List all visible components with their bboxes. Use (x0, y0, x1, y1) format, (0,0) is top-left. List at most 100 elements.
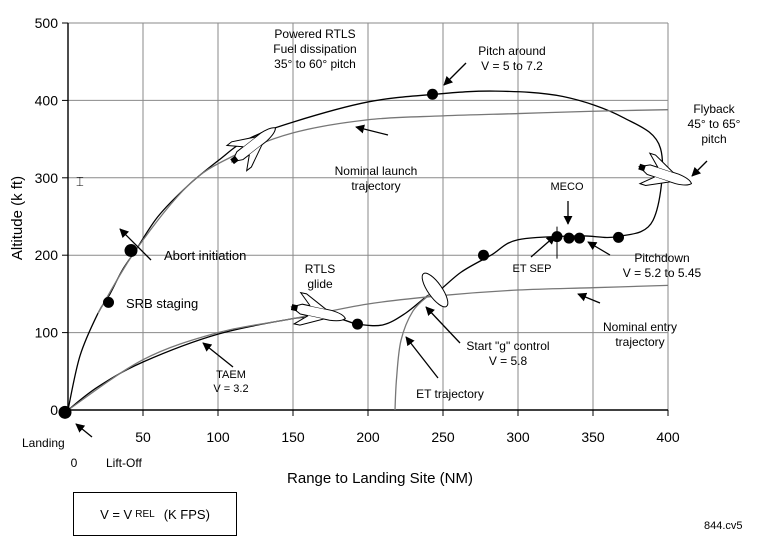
annotation: Start "g" control V = 5.8 (466, 339, 549, 368)
event-marker (478, 249, 489, 261)
shuttle-engine (638, 163, 646, 172)
annotation-line: pitch (701, 132, 726, 146)
legend-box: V = V REL (K FPS) (73, 492, 237, 536)
shuttle-icon-glide (290, 291, 346, 326)
shuttle-wing-top (299, 291, 327, 310)
event-marker (103, 296, 114, 308)
annotation-line: Lift-Off (106, 456, 142, 470)
x-tick-label: 100 (206, 429, 230, 445)
chart-axes (62, 22, 669, 416)
y-tick-label: 0 (50, 402, 58, 418)
arrow-taem (202, 342, 234, 368)
annotation: TAEM V = 3.2 (213, 369, 248, 395)
y-axis-label: Altitude (k ft) (9, 176, 26, 260)
annotation-line: V = 3.2 (213, 383, 248, 395)
annotation: 0 (71, 456, 78, 470)
arrow-nominal-launch (355, 124, 389, 136)
shuttle-icons (225, 127, 693, 326)
legend-v-eq: V = V (100, 506, 133, 522)
shuttle-body (290, 303, 346, 322)
event-marker (352, 318, 363, 330)
nominal-entry-line (67, 284, 669, 411)
cursor-glyph: ⌶ (76, 174, 84, 189)
y-tick-label: 400 (35, 92, 59, 108)
x-tick-label: 300 (506, 429, 530, 445)
shuttle-body (638, 164, 693, 186)
annotation-line: trajectory (351, 179, 400, 193)
annotation: Flyback 45° to 65° pitch (688, 102, 741, 146)
x-tick-label: 200 (356, 429, 380, 445)
tick-labels: 0 100 200 300 400 500 50 100 150 200 250 300 350 400 (35, 15, 680, 445)
annotation-line: Pitchdown (634, 251, 689, 265)
x-tick-label: 350 (581, 429, 605, 445)
callout-arrows (75, 62, 708, 438)
event-marker (124, 244, 138, 258)
annotation: SRB staging (126, 296, 198, 311)
event-marker (613, 231, 624, 243)
legend-units: (K FPS) (163, 506, 210, 522)
annotation-line: Flyback (693, 102, 735, 116)
annotation: Pitch around V = 5 to 7.2 (478, 44, 545, 73)
annotation-line: Pitch around (478, 44, 545, 58)
et-body (421, 272, 449, 308)
arrow-start-g (425, 306, 461, 344)
arrow-nominal-entry (577, 292, 601, 304)
annotation-line: Start "g" control (466, 339, 549, 353)
et-icon (421, 272, 449, 308)
event-marker (58, 405, 72, 419)
x-tick-label: 400 (656, 429, 680, 445)
annotation-line: ET SEP (513, 263, 552, 275)
et-trajectory-line (394, 294, 430, 411)
annotation: RTLS glide (305, 262, 335, 291)
annotation-line: 35° to 60° pitch (274, 57, 356, 71)
legend-v-sub: REL (135, 508, 155, 520)
arrow-abort-initiation (119, 228, 152, 261)
shuttle-wing-bottom (245, 144, 263, 172)
annotation: ET trajectory (416, 387, 484, 401)
x-tick-label: 250 (431, 429, 455, 445)
chart-grid (68, 22, 669, 410)
annotation-line: V = 5.2 to 5.45 (623, 266, 702, 280)
annotation: Pitchdown V = 5.2 to 5.45 (623, 251, 702, 280)
shuttle-engine (230, 155, 239, 165)
y-tick-label: 500 (35, 15, 59, 31)
shuttle-wing-bottom (292, 315, 324, 326)
arrow-et-trajectory (405, 336, 439, 379)
annotation-line: Nominal entry (603, 320, 677, 334)
arrow-pitch-around (443, 62, 467, 86)
arrow-lift-off (75, 423, 93, 438)
annotation-line: 45° to 65° (688, 117, 741, 131)
annotation-line: ET trajectory (416, 387, 484, 401)
nominal-launch-line (97, 109, 669, 314)
annotation: MECO (551, 181, 584, 193)
shuttle-body (231, 127, 276, 163)
shuttle-wing-top (225, 136, 256, 148)
annotation: Nominal launch trajectory (335, 164, 418, 193)
figure-code: 844.cv5 (704, 520, 743, 532)
annotation-line: V = 5.8 (489, 354, 528, 368)
event-markers (58, 88, 624, 419)
annotation: Lift-Off (106, 456, 142, 470)
arrow-et-sep (530, 235, 556, 258)
annotation-line: Landing (22, 436, 65, 450)
x-tick-label: 50 (135, 429, 151, 445)
annotation: Nominal entry trajectory (603, 320, 677, 349)
shuttle-icon-flyback (638, 152, 693, 187)
shuttle-engine (290, 304, 299, 312)
y-tick-label: 100 (35, 325, 59, 341)
arrow-pitchdown (587, 241, 611, 256)
x-tick-label: 150 (281, 429, 305, 445)
annotation-line: MECO (551, 181, 584, 193)
annotation: Landing (22, 436, 65, 450)
event-marker (427, 88, 438, 100)
shuttle-icon-powered (225, 127, 276, 172)
annotation-line: trajectory (615, 335, 664, 349)
annotation-line: Fuel dissipation (273, 42, 356, 56)
annotations: Landing 0 Lift-Off SRB staging Abort initiat… (22, 27, 741, 470)
shuttle-wing-top (648, 152, 674, 173)
annotation-line: 0 (71, 456, 78, 470)
annotation-line: RTLS (305, 262, 335, 276)
annotation-line: Nominal launch (335, 164, 418, 178)
event-marker (563, 232, 575, 244)
